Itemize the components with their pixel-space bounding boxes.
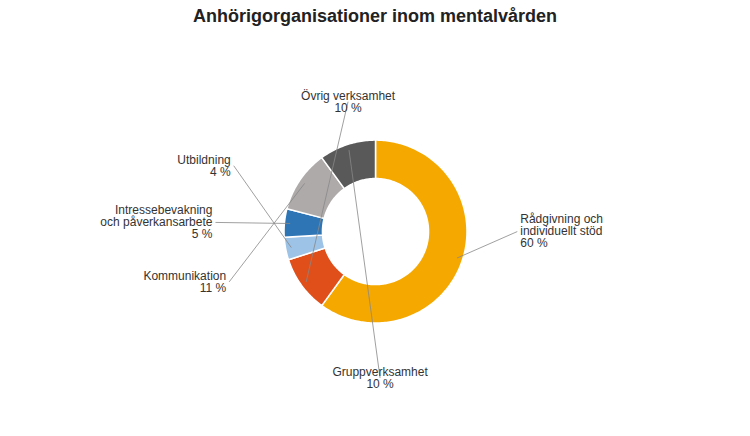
svg-text:Kommunikation11 %: Kommunikation11 % (143, 269, 226, 295)
svg-text:Rådgivning ochindividuellt stö: Rådgivning ochindividuellt stöd60 % (520, 212, 603, 250)
svg-text:Intressebevakningoch påverkans: Intressebevakningoch påverkansarbete5 % (100, 203, 212, 241)
svg-text:Utbildning4 %: Utbildning4 % (177, 153, 231, 179)
html-text:Anhörigorganisationer inom men: Anhörigorganisationer inom mentalvården (193, 6, 557, 26)
svg-text:Gruppverksamhet10 %: Gruppverksamhet10 % (332, 365, 428, 391)
svg-text:Övrig verksamhet10 %: Övrig verksamhet10 % (301, 89, 396, 115)
